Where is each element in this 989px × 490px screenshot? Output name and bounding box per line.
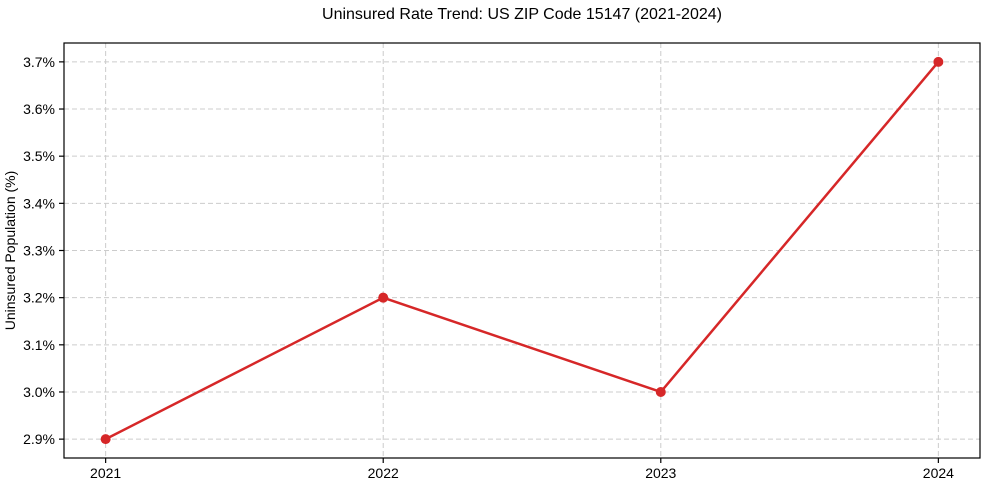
y-tick-label: 3.6% [23, 101, 55, 117]
y-tick-label: 3.1% [23, 337, 55, 353]
y-tick-label: 2.9% [23, 431, 55, 447]
y-tick-label: 3.4% [23, 195, 55, 211]
data-point-marker [933, 56, 944, 67]
data-point-marker [100, 434, 111, 445]
x-tick-label: 2023 [645, 465, 676, 481]
y-tick-label: 3.3% [23, 243, 55, 259]
y-tick-label: 3.7% [23, 54, 55, 70]
y-tick-label: 3.5% [23, 148, 55, 164]
x-tick-label: 2024 [923, 465, 954, 481]
y-tick-label: 3.2% [23, 290, 55, 306]
y-axis-label: Uninsured Population (%) [2, 171, 18, 331]
trend-line [104, 60, 940, 441]
data-point-marker [378, 292, 389, 303]
chart-title: Uninsured Rate Trend: US ZIP Code 15147 … [322, 6, 722, 23]
data-point-marker [655, 386, 666, 397]
x-tick-label: 2021 [90, 465, 121, 481]
y-tick-label: 3.0% [23, 384, 55, 400]
x-tick-label: 2022 [368, 465, 399, 481]
